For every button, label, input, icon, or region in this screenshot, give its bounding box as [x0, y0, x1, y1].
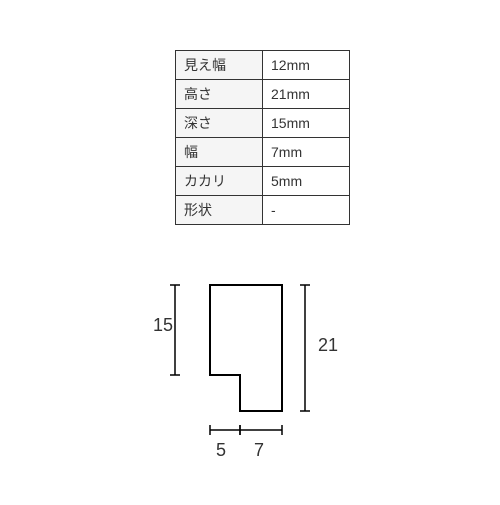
table-row: 見え幅12mm	[176, 51, 350, 80]
spec-value: -	[263, 196, 350, 225]
spec-label: カカリ	[176, 167, 263, 196]
spec-label: 幅	[176, 138, 263, 167]
dim-label-bottom-right: 7	[254, 440, 264, 461]
spec-value: 7mm	[263, 138, 350, 167]
spec-value: 21mm	[263, 80, 350, 109]
spec-table-body: 見え幅12mm高さ21mm深さ15mm幅7mmカカリ5mm形状-	[176, 51, 350, 225]
profile-svg	[0, 260, 500, 500]
dim-label-right: 21	[318, 335, 338, 356]
profile-diagram: 15 21 5 7	[0, 260, 500, 500]
table-row: 高さ21mm	[176, 80, 350, 109]
spec-value: 12mm	[263, 51, 350, 80]
dim-label-bottom-left: 5	[216, 440, 226, 461]
spec-label: 高さ	[176, 80, 263, 109]
dim-label-left: 15	[153, 315, 173, 336]
table-row: 幅7mm	[176, 138, 350, 167]
spec-label: 深さ	[176, 109, 263, 138]
table-row: 深さ15mm	[176, 109, 350, 138]
spec-label: 見え幅	[176, 51, 263, 80]
table-row: カカリ5mm	[176, 167, 350, 196]
spec-value: 15mm	[263, 109, 350, 138]
specifications-table: 見え幅12mm高さ21mm深さ15mm幅7mmカカリ5mm形状-	[175, 50, 350, 225]
spec-label: 形状	[176, 196, 263, 225]
table-row: 形状-	[176, 196, 350, 225]
spec-value: 5mm	[263, 167, 350, 196]
